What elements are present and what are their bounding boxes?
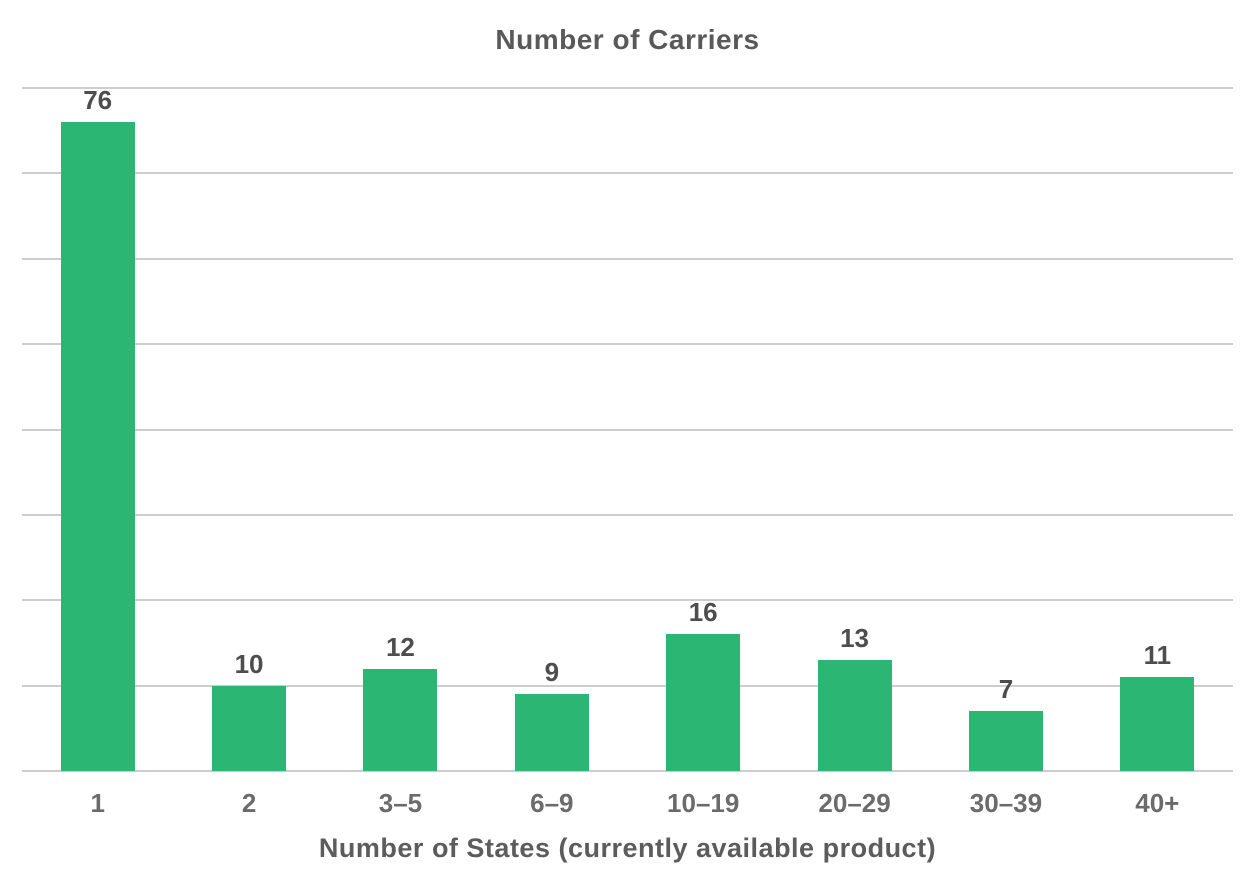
gridline: [22, 428, 1233, 431]
x-tick-label: 1: [90, 788, 105, 818]
bar-value-label: 16: [688, 597, 718, 628]
x-tick-label: 3–5: [378, 788, 423, 818]
bar-3–5: [363, 668, 438, 771]
bar-10–19: [666, 634, 741, 771]
x-axis-tick-labels: 1 2 3–5 6–9 10–19 20–29 30–39 40+: [22, 788, 1233, 819]
gridline: [22, 513, 1233, 516]
x-axis-title: Number of States (currently available pr…: [318, 833, 937, 863]
x-tick-label: 10–19: [667, 788, 740, 818]
gridline: [22, 599, 1233, 602]
gridline: [22, 87, 1233, 89]
bar-20–29: [817, 660, 892, 771]
bar-value-label: 11: [1143, 640, 1172, 671]
bar-value-label: 76: [83, 85, 113, 116]
gridline: [22, 684, 1233, 687]
plot-area: 76 10 12 9 16 13 7 11: [22, 85, 1233, 772]
bar-6–9: [514, 694, 589, 771]
x-tick-label: 2: [241, 788, 257, 818]
bar-value-label: 9: [544, 657, 560, 688]
bar-value-label: 12: [385, 631, 415, 662]
bar-value-label: 13: [840, 623, 870, 654]
gridline: [22, 172, 1233, 175]
x-tick-label: 40+: [1135, 788, 1180, 818]
chart-title: Number of Carriers: [495, 24, 760, 55]
bar-30–39: [968, 711, 1043, 771]
x-tick-label: 30–39: [969, 788, 1043, 818]
bar-1: [60, 122, 135, 771]
x-tick-label: 20–29: [818, 788, 891, 818]
bar-value-label: 10: [234, 648, 264, 679]
x-tick-label: 6–9: [530, 788, 574, 818]
bar-2: [212, 685, 287, 771]
gridline: [22, 257, 1233, 260]
bar-value-label: 7: [998, 674, 1014, 705]
x-axis-baseline: [22, 770, 1233, 772]
gridline: [22, 343, 1233, 346]
bar-40+: [1120, 677, 1195, 771]
